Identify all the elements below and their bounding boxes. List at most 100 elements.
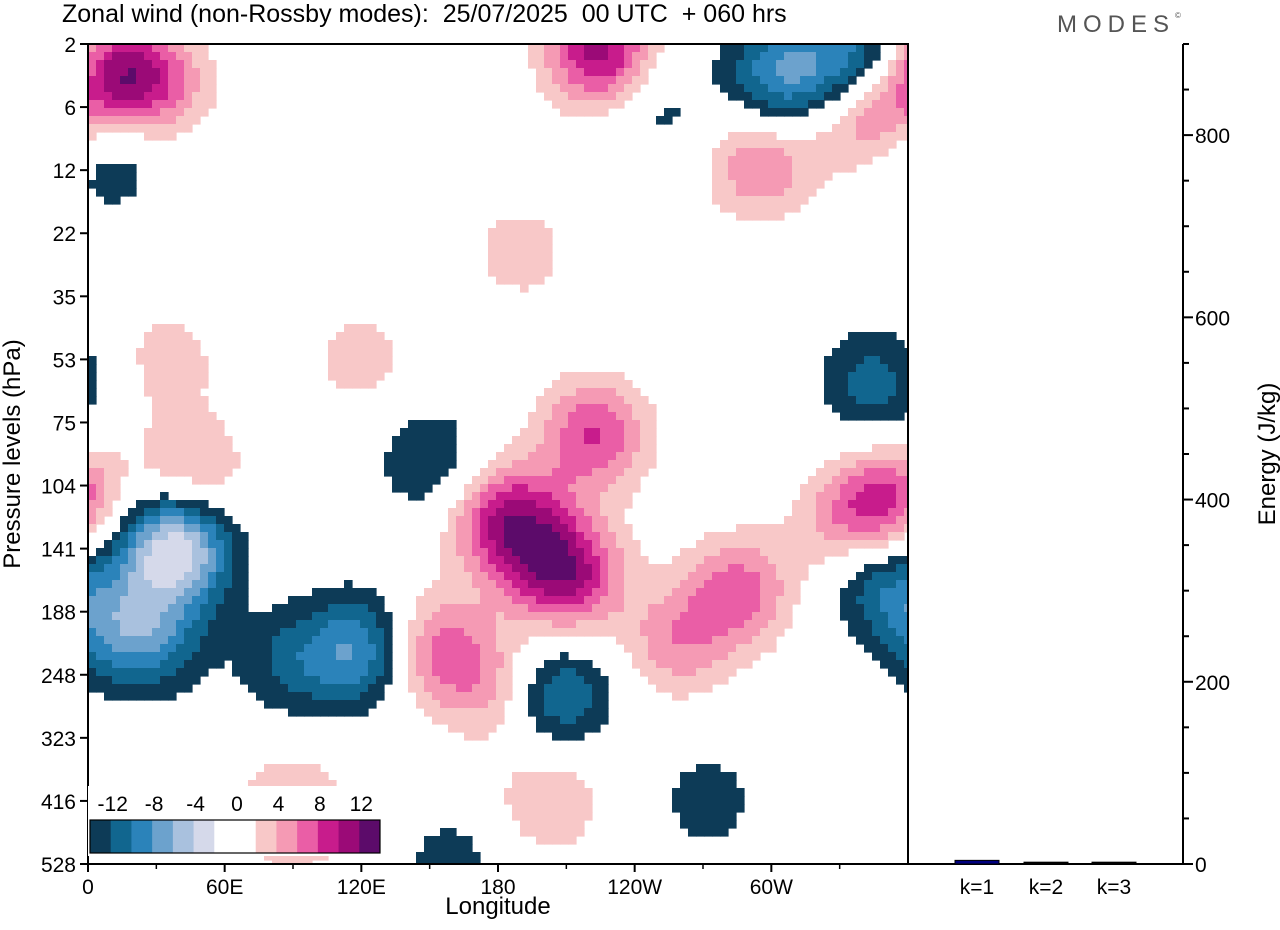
contour-cell [792,204,801,213]
contour-cell [888,452,897,461]
contour-cell [696,780,705,789]
contour-cell [792,156,801,165]
contour-cell [672,676,681,685]
contour-cell [832,92,841,101]
contour-cell [360,604,369,613]
contour-cell [528,252,537,261]
contour-cell [520,252,529,261]
contour-cell [568,828,577,837]
contour-cell [176,548,185,557]
contour-cell [520,612,529,621]
modes-logo: MODES© [1057,11,1181,39]
contour-cell [464,612,473,621]
contour-cell [768,588,777,597]
contour-cell [760,572,769,581]
contour-cell [760,44,769,53]
contour-cell [288,772,297,781]
contour-cell [176,508,185,517]
contour-cell [704,556,713,565]
colorbar-label: -8 [145,793,164,816]
contour-cell [480,660,489,669]
contour-cell [576,92,585,101]
contour-cell [584,724,593,733]
contour-cell [624,412,633,421]
contour-cell [760,156,769,165]
contour-cell [528,428,537,437]
contour-cell [464,484,473,493]
contour-cell [448,436,457,445]
contour-cell [496,580,505,589]
contour-cell [704,812,713,821]
contour-cell [176,596,185,605]
contour-cell [112,604,121,613]
contour-cell [584,628,593,637]
contour-cell [480,652,489,661]
contour-cell [544,692,553,701]
contour-cell [408,452,417,461]
contour-cell [624,548,633,557]
contour-cell [168,412,177,421]
contour-cell [856,484,865,493]
contour-cell [496,716,505,725]
contour-cell [872,356,881,365]
contour-cell [728,780,737,789]
contour-cell [832,44,841,53]
contour-cell [88,500,97,509]
contour-cell [440,596,449,605]
contour-cell [784,196,793,205]
contour-cell [432,860,441,864]
contour-cell [152,572,161,581]
contour-cell [504,596,513,605]
contour-cell [840,76,849,85]
contour-cell [512,812,521,821]
contour-cell [520,436,529,445]
contour-cell [728,196,737,205]
contour-cell [96,572,105,581]
contour-cell [800,76,809,85]
contour-cell [632,388,641,397]
contour-cell [488,724,497,733]
contour-cell [264,692,273,701]
contour-cell [176,532,185,541]
contour-cell [664,652,673,661]
contour-cell [896,580,905,589]
contour-cell [832,372,841,381]
contour-cell [856,396,865,405]
contour-cell [424,596,433,605]
contour-cell [848,620,857,629]
contour-cell [632,484,641,493]
contour-cell [880,380,889,389]
contour-cell [872,148,881,157]
contour-cell [816,140,825,149]
contour-cell [536,476,545,485]
contour-cell [640,660,649,669]
contour-cell [312,772,321,781]
contour-cell [544,444,553,453]
contour-cell [832,148,841,157]
contour-cell [240,588,249,597]
contour-cell [688,668,697,677]
contour-cell [128,172,137,181]
contour-cell [856,532,865,541]
contour-cell [824,380,833,389]
contour-cell [680,580,689,589]
contour-cell [616,532,625,541]
contour-cell [440,580,449,589]
contour-cell [624,404,633,413]
contour-cell [272,780,281,789]
contour-cell [872,532,881,541]
contour-cell [808,52,817,61]
contour-cell [840,372,849,381]
contour-cell [104,604,113,613]
contour-cell [144,452,153,461]
colorbar-swatch [90,820,112,853]
contour-cell [496,516,505,525]
contour-cell [416,420,425,429]
contour-cell [720,60,729,69]
contour-cell [528,412,537,421]
contour-cell [128,124,137,133]
contour-cell [768,612,777,621]
contour-cell [640,468,649,477]
contour-cell [808,484,817,493]
contour-cell [600,372,609,381]
